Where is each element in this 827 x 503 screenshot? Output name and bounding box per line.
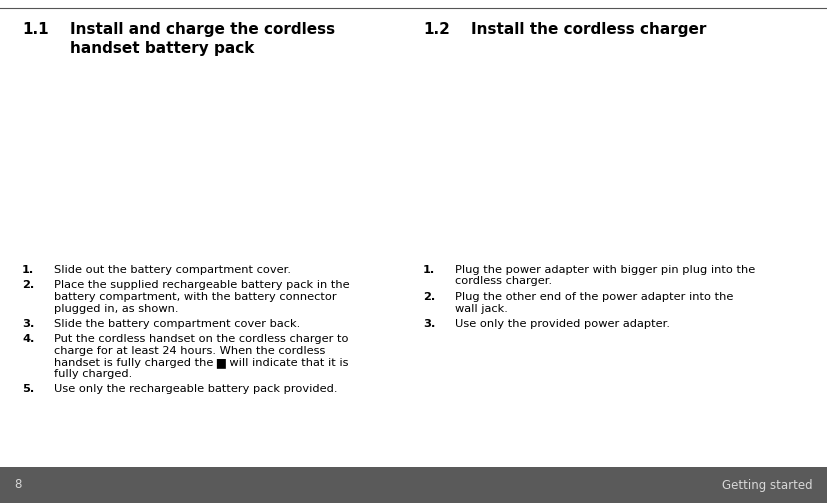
Text: Install the cordless charger: Install the cordless charger xyxy=(471,22,706,37)
Bar xyxy=(0,467,827,503)
Text: Getting started: Getting started xyxy=(722,478,813,491)
Text: fully charged.: fully charged. xyxy=(54,369,132,379)
Text: Place the supplied rechargeable battery pack in the: Place the supplied rechargeable battery … xyxy=(54,281,350,291)
Text: 4.: 4. xyxy=(22,334,35,345)
Text: wall jack.: wall jack. xyxy=(455,303,508,313)
Text: Plug the power adapter with bigger pin plug into the: Plug the power adapter with bigger pin p… xyxy=(455,265,755,275)
Text: cordless charger.: cordless charger. xyxy=(455,277,552,287)
Text: Slide out the battery compartment cover.: Slide out the battery compartment cover. xyxy=(54,265,291,275)
Text: Use only the provided power adapter.: Use only the provided power adapter. xyxy=(455,319,670,329)
Text: 2.: 2. xyxy=(22,281,34,291)
Text: 8: 8 xyxy=(14,478,22,491)
Text: 3.: 3. xyxy=(22,319,35,329)
Text: Slide the battery compartment cover back.: Slide the battery compartment cover back… xyxy=(54,319,300,329)
Text: Put the cordless handset on the cordless charger to: Put the cordless handset on the cordless… xyxy=(54,334,348,345)
Text: 3.: 3. xyxy=(423,319,435,329)
Text: handset is fully charged the ▇ will indicate that it is: handset is fully charged the ▇ will indi… xyxy=(54,358,348,368)
Text: 1.: 1. xyxy=(423,265,435,275)
Text: 1.: 1. xyxy=(22,265,34,275)
Text: 1.1: 1.1 xyxy=(22,22,49,37)
Text: Plug the other end of the power adapter into the: Plug the other end of the power adapter … xyxy=(455,292,734,302)
Text: battery compartment, with the battery connector: battery compartment, with the battery co… xyxy=(54,292,337,302)
Text: Use only the rechargeable battery pack provided.: Use only the rechargeable battery pack p… xyxy=(54,384,337,394)
Text: 2.: 2. xyxy=(423,292,435,302)
Text: 1.2: 1.2 xyxy=(423,22,450,37)
Text: plugged in, as shown.: plugged in, as shown. xyxy=(54,303,179,313)
Text: 5.: 5. xyxy=(22,384,34,394)
Text: Install and charge the cordless
handset battery pack: Install and charge the cordless handset … xyxy=(70,22,335,56)
Text: charge for at least 24 hours. When the cordless: charge for at least 24 hours. When the c… xyxy=(54,346,325,356)
